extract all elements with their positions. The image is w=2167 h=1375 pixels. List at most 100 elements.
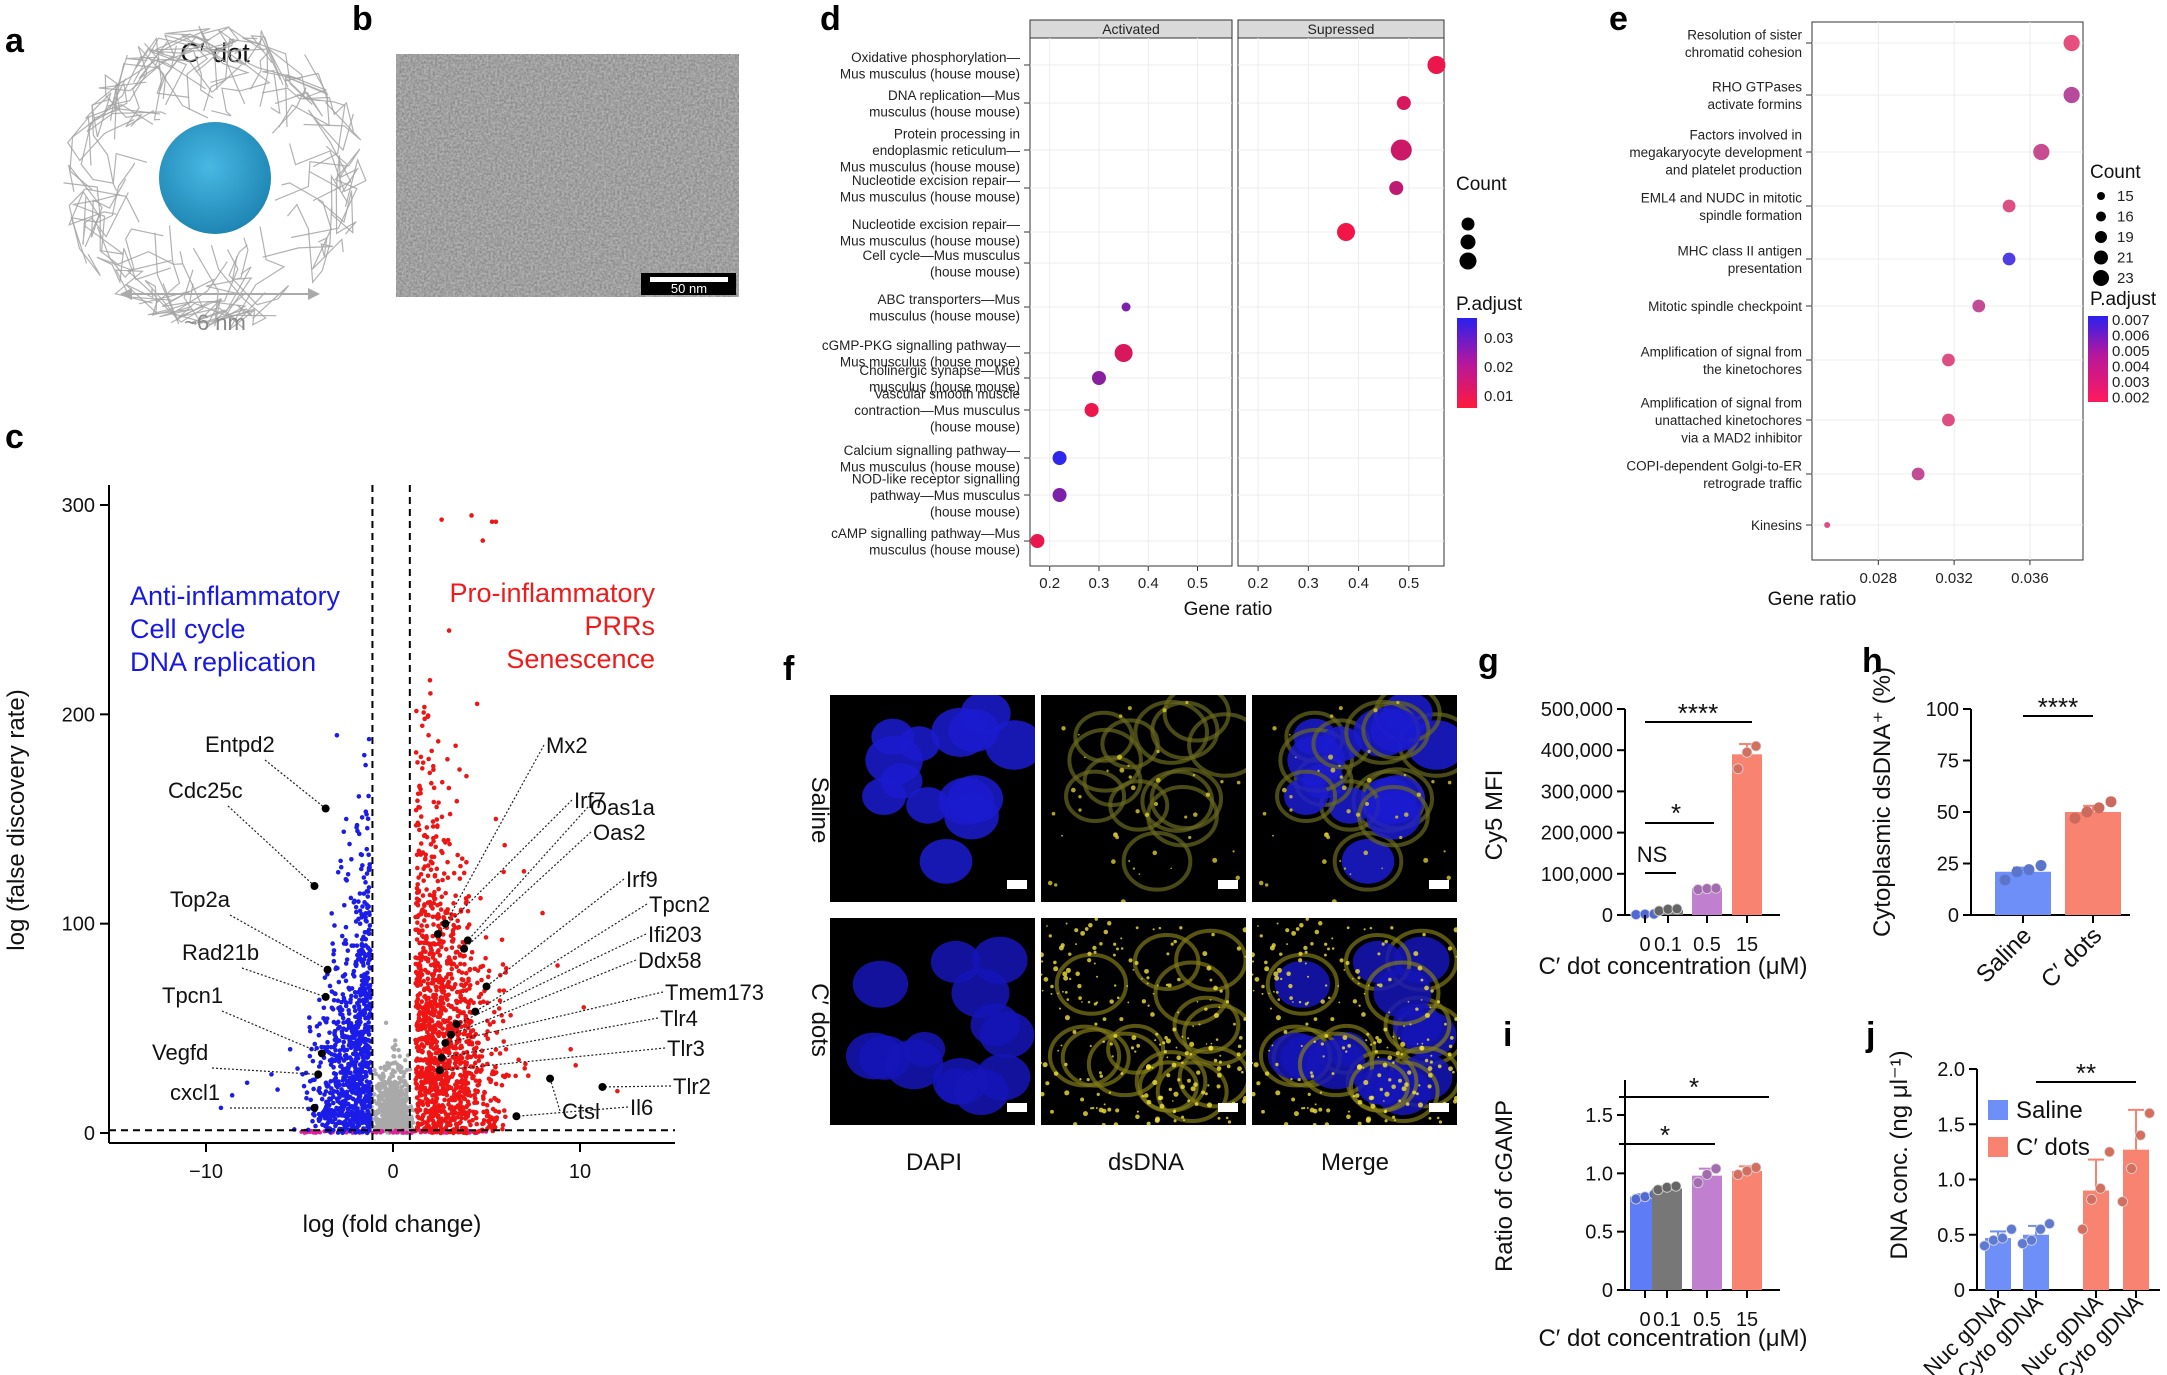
term-label: Amplification of signal from [1641, 396, 1802, 411]
volcano-point-up [436, 1107, 442, 1112]
dsdna-punctum [1237, 1044, 1242, 1049]
volcano-point-down [341, 1104, 347, 1109]
padj-tick-label: 0.02 [1484, 359, 1513, 376]
volcano-point-down [341, 1026, 346, 1031]
dsdna-punctum [1115, 1108, 1120, 1113]
volcano-point-up [414, 1107, 419, 1113]
volcano-point-down [359, 852, 365, 858]
dsdna-punctum [1225, 1116, 1229, 1120]
volcano-point-ns [394, 1104, 399, 1109]
panel-i: i 00.51.01.50 0.1 0.5 15** Ratio of cGAMP C… [1491, 1016, 1808, 1352]
y-tick-label: 1.0 [1937, 1170, 1965, 1192]
dsdna-punctum [1447, 946, 1453, 951]
dsdna-punctum [1368, 1095, 1374, 1101]
volcano-point-up [481, 1120, 486, 1126]
volcano-point-up [461, 1110, 466, 1115]
dsdna-punctum [1150, 1012, 1155, 1017]
volcano-point-down [363, 1022, 368, 1028]
volcano-point-up [431, 922, 436, 927]
micrograph-content [1047, 695, 1246, 902]
i-ylabel: Ratio of cGAMP [1491, 1100, 1518, 1272]
volcano-point-up [452, 1117, 457, 1123]
dsdna-punctum [1102, 1040, 1105, 1044]
term-label: Mus musculus (house mouse) [840, 459, 1020, 474]
volcano-point-down [346, 1101, 351, 1107]
volcano-point-up [424, 923, 430, 929]
volcano-point-up [474, 1045, 479, 1051]
volcano-point-up [436, 1122, 442, 1128]
volcano-point-down [275, 1087, 280, 1092]
volcano-point-up [439, 944, 444, 950]
volcano-point-up [466, 978, 471, 984]
volcano-point-up [479, 977, 484, 983]
dsdna-punctum [1111, 1055, 1114, 1058]
volcano-point-up [447, 841, 452, 847]
volcano-point-up [432, 964, 438, 969]
volcano-ylabel: log (false discovery rate) [3, 689, 30, 950]
volcano-point-up [438, 1005, 444, 1010]
volcano-point-up [457, 767, 462, 772]
dsdna-punctum [1151, 1066, 1154, 1069]
dsdna-punctum [1274, 975, 1280, 981]
gene-leader-line [463, 831, 592, 950]
dsdna-punctum [1193, 812, 1198, 817]
volcano-point-up [464, 1060, 469, 1066]
volcano-point-up [448, 1021, 453, 1026]
volcano-point-up [432, 997, 438, 1002]
volcano-point-up [415, 1103, 421, 1109]
volcano-point-up [455, 1114, 460, 1120]
volcano-point-up [427, 1023, 432, 1029]
dsdna-punctum [1373, 1041, 1377, 1045]
volcano-point-up [429, 1080, 434, 1085]
volcano-point-up [484, 1110, 490, 1115]
e-legend-padj: P.adjust [2090, 289, 2157, 310]
gene-label: Rad21b [182, 940, 259, 965]
kegg-dot-activated [1052, 488, 1067, 502]
volcano-point-up [464, 860, 469, 865]
dsdna-punctum [1061, 726, 1066, 731]
bar [2083, 1190, 2109, 1290]
dsdna-punctum [1173, 1109, 1176, 1112]
volcano-point-down [361, 875, 367, 880]
dsdna-punctum [1398, 1099, 1402, 1103]
term-label: cGMP-PKG signalling pathway— [822, 338, 1021, 353]
dsdna-punctum [1083, 756, 1086, 759]
volcano-point-up [444, 961, 450, 966]
volcano-point-up [496, 1006, 502, 1011]
dsdna-punctum [1141, 999, 1147, 1004]
volcano-point-up [423, 1034, 429, 1040]
scale-bar [650, 277, 728, 282]
dsdna-punctum [1107, 921, 1112, 926]
sig-label: * [1671, 798, 1681, 828]
volcano-point-down [366, 931, 372, 937]
volcano-point-up [436, 941, 441, 947]
volcano-point-up [459, 1077, 465, 1083]
dsdna-punctum [1127, 764, 1130, 768]
volcano-point-up [465, 1033, 470, 1038]
data-point [2023, 864, 2035, 876]
dsdna-punctum [1329, 714, 1334, 718]
dsdna-punctum [1295, 927, 1300, 931]
volcano-point-up [444, 975, 449, 980]
volcano-point-up [472, 1100, 477, 1106]
volcano-point-lowfdr [317, 1130, 322, 1135]
volcano-point-down [353, 963, 359, 969]
volcano-point-up [425, 985, 431, 990]
dsdna-punctum [1302, 1106, 1306, 1110]
dsdna-punctum [1382, 1062, 1388, 1068]
dsdna-punctum [1172, 1027, 1177, 1032]
dsdna-punctum [1331, 1072, 1335, 1076]
volcano-point-down [352, 1081, 357, 1087]
x-tick-label: 0.036 [2011, 570, 2049, 587]
dsdna-punctum [1366, 777, 1372, 783]
volcano-point-down [327, 983, 333, 989]
dsdna-punctum [1078, 795, 1082, 799]
right-annotation-line: Pro-inflammatory [449, 578, 655, 608]
dsdna-punctum [1318, 921, 1323, 926]
cell-outline [1153, 960, 1230, 1026]
dsdna-punctum [1307, 1092, 1311, 1096]
term-label: Calcium signalling pathway— [844, 443, 1021, 458]
volcano-point-up [445, 859, 450, 865]
volcano-point-up [483, 1032, 489, 1038]
cell-outline [1073, 710, 1135, 763]
